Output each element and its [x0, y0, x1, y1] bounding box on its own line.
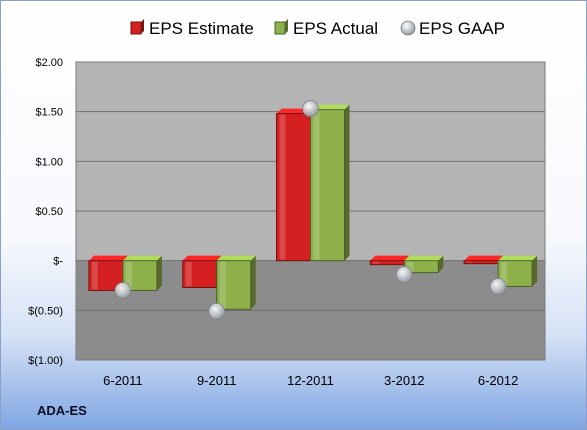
- legend-item-eps-estimate: EPS Estimate: [130, 19, 254, 38]
- y-tick-label: $(1.00): [28, 355, 63, 367]
- bar-eps-estimate: [463, 255, 504, 265]
- legend-label: EPS Estimate: [149, 19, 254, 38]
- bar-eps-estimate: [182, 255, 222, 288]
- y-tick-label: $1.50: [35, 107, 63, 119]
- x-category-label: 12-2011: [287, 373, 334, 388]
- bar-eps-actual: [497, 255, 538, 287]
- marker-eps-gaap: [489, 278, 507, 295]
- bar-eps-actual: [216, 255, 256, 310]
- bar-eps-estimate: [369, 255, 410, 266]
- bar-eps-actual: [310, 104, 350, 262]
- marker-eps-gaap: [302, 100, 319, 118]
- marker-eps-gaap: [395, 266, 413, 283]
- legend-item-eps-gaap: EPS GAAP: [400, 19, 505, 38]
- bar-eps-estimate: [276, 108, 316, 262]
- legend-label: EPS Actual: [293, 19, 378, 38]
- y-tick-label: $0.50: [35, 206, 63, 218]
- x-category-label: 6-2012: [478, 373, 518, 388]
- x-category-label: 3-2012: [384, 373, 424, 388]
- legend-label: EPS GAAP: [419, 19, 505, 38]
- ticker-label: ADA-ES: [37, 403, 87, 418]
- bar-eps-actual: [122, 255, 162, 291]
- y-tick-label: $(0.50): [28, 305, 63, 317]
- plot-border: [75, 61, 546, 361]
- x-category-label: 9-2011: [197, 373, 237, 388]
- marker-eps-gaap: [114, 282, 132, 299]
- y-tick-label: $-: [53, 256, 63, 268]
- y-tick-label: $1.00: [35, 156, 63, 168]
- y-tick-label: $2.00: [35, 57, 63, 69]
- legend-item-eps-actual: EPS Actual: [274, 19, 378, 38]
- marker-eps-gaap: [208, 302, 226, 320]
- x-category-label: 6-2011: [103, 373, 143, 388]
